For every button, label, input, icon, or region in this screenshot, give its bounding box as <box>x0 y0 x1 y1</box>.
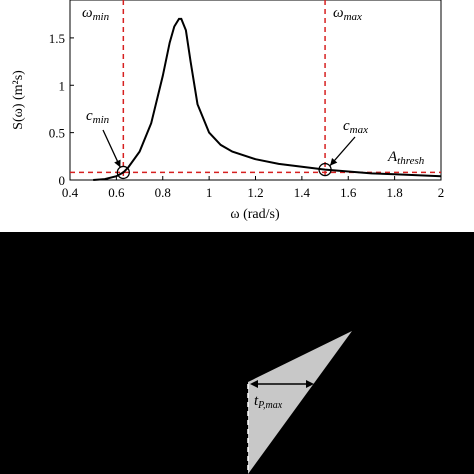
x-tick-label: 0.8 <box>155 185 171 200</box>
marker-max <box>318 162 332 177</box>
x-axis-label: ω (rad/s) <box>230 207 280 222</box>
lower-panel: tP,max <box>247 331 352 474</box>
c-min-label: cmin <box>86 108 110 126</box>
y-tick-label: 1.5 <box>49 31 65 46</box>
markers <box>116 162 332 180</box>
spectrum-curve <box>93 17 442 181</box>
x-tick-label: 1.6 <box>340 185 357 200</box>
marker-min <box>116 165 130 180</box>
tp-max-arrowhead-right <box>306 380 314 388</box>
x-tick-label: 0.6 <box>108 185 125 200</box>
x-tick-label: 1.8 <box>387 185 403 200</box>
annotations: ωmin ωmax cmin cmax Athresh <box>82 5 425 168</box>
c-max-arrow-head <box>330 158 338 166</box>
gray-triangle <box>248 331 352 474</box>
dashed-lines <box>70 0 441 180</box>
axis-ticks: 0.4 0.6 0.8 1 1.2 1.4 1.6 1.8 2 0 0.5 1 1.5 <box>49 31 445 200</box>
y-tick-label: 1 <box>59 78 66 93</box>
omega-max-label: ωmax <box>333 5 362 23</box>
omega-min-label: ωmin <box>82 5 110 23</box>
upper-panel-background <box>0 0 474 232</box>
y-tick-label: 0 <box>59 173 66 188</box>
y-axis-label: S(ω) (m²s) <box>11 70 26 130</box>
x-tick-label: 1.2 <box>247 185 263 200</box>
y-tick-label: 0.5 <box>49 126 65 141</box>
c-max-label: cmax <box>343 118 368 136</box>
a-thresh-label: Athresh <box>387 149 425 167</box>
x-tick-label: 1 <box>206 185 213 200</box>
tp-max-arrowhead-left <box>250 380 258 388</box>
c-min-arrow-head <box>114 159 121 168</box>
x-tick-label: 1.4 <box>294 185 311 200</box>
x-tick-label: 0.4 <box>62 185 79 200</box>
x-tick-label: 2 <box>438 185 445 200</box>
tp-max-label: tP,max <box>254 393 283 411</box>
